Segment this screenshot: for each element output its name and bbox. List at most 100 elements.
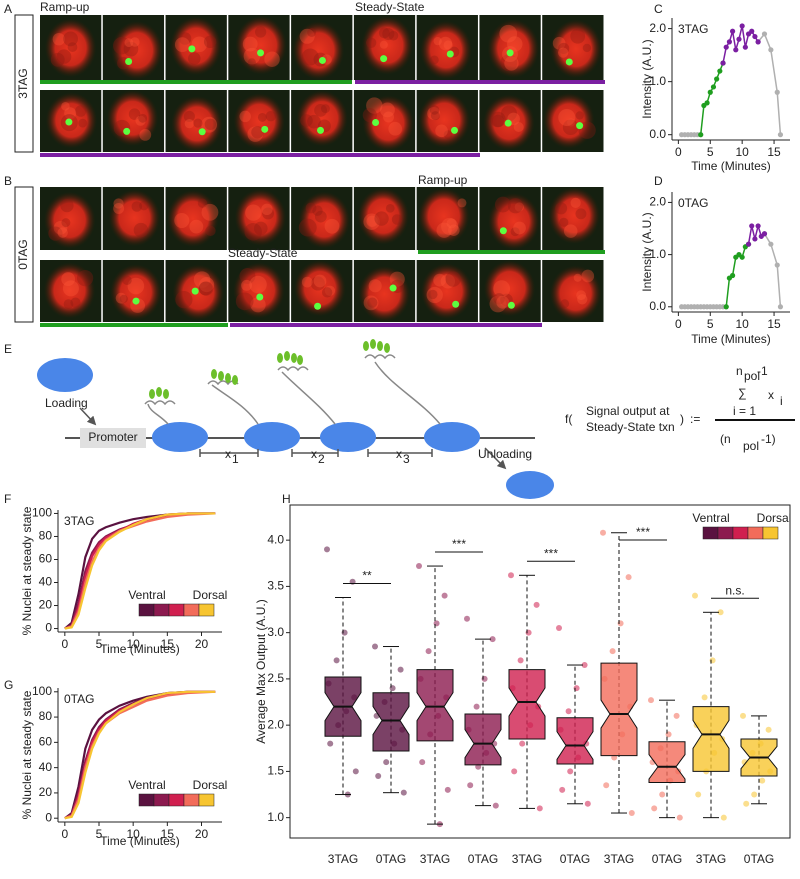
legend-label: Dorsal: [193, 778, 228, 792]
texture: [324, 285, 336, 296]
y-axis-label: % Nuclei at steady state: [20, 690, 34, 819]
jitter-point: [400, 789, 407, 796]
x-tick-label: 20: [195, 637, 209, 651]
point: [774, 89, 780, 95]
phase-label: Ramp-up: [418, 173, 468, 187]
x-tick-label: 3TAG: [512, 852, 542, 866]
texture: [562, 119, 579, 136]
polymerase: [152, 422, 208, 452]
box: [464, 713, 502, 766]
jitter-point: [648, 697, 654, 704]
legend-swatch: [732, 526, 749, 540]
microscopy-frame: [165, 90, 227, 152]
texture: [239, 268, 256, 284]
transcription-spot: [125, 57, 133, 65]
texture: [324, 218, 340, 234]
formula-part: -1: [757, 364, 768, 378]
texture: [385, 203, 395, 213]
transcription-spot: [504, 119, 512, 127]
texture: [368, 279, 382, 293]
microscopy-frame: [353, 90, 416, 152]
texture: [128, 108, 141, 120]
texture: [235, 292, 254, 311]
texture: [366, 37, 377, 48]
microscopy-frame: [479, 187, 541, 250]
texture: [510, 227, 520, 237]
y-axis-label: % Nuclei at steady state: [20, 506, 34, 635]
texture: [299, 28, 315, 44]
texture: [436, 222, 452, 238]
y-tick-label: 0.0: [649, 299, 666, 313]
point: [752, 236, 758, 242]
texture: [559, 217, 569, 227]
point: [768, 241, 774, 247]
spacing-sub: 1: [232, 452, 239, 466]
y-tick-label: 80: [39, 709, 53, 723]
point: [777, 304, 784, 310]
texture: [242, 36, 258, 52]
texture: [429, 105, 440, 115]
transcription-spot: [132, 297, 140, 305]
transcription-spot: [452, 300, 460, 308]
texture: [52, 32, 66, 46]
x-tick-label: 3TAG: [604, 852, 634, 866]
annotation: 0TAG: [64, 692, 94, 706]
texture: [57, 227, 68, 238]
formula-part: (n: [720, 432, 731, 446]
texture: [184, 118, 195, 129]
microscopy-frame: [416, 260, 478, 322]
texture: [501, 105, 517, 122]
jitter-point: [444, 786, 451, 793]
texture: [429, 55, 439, 65]
series-line: [763, 233, 782, 307]
texture: [197, 198, 208, 208]
point: [777, 132, 784, 138]
series-line: [64, 512, 216, 630]
jitter-point: [419, 759, 426, 766]
panel-label: C: [654, 2, 663, 16]
texture: [438, 36, 453, 51]
point: [729, 28, 736, 34]
label: Loading: [45, 396, 88, 410]
texture: [363, 213, 380, 230]
polymerase: [320, 422, 376, 452]
spacing-symbol: x: [311, 447, 317, 461]
spacing-symbol: x: [225, 447, 231, 461]
microscopy-frame: [165, 260, 227, 322]
annotation: 3TAG: [64, 514, 94, 528]
texture: [362, 108, 377, 123]
microscopy-frame: [542, 187, 604, 250]
texture: [135, 115, 146, 126]
transcription-spot: [372, 118, 380, 126]
point: [733, 47, 739, 53]
formula-part: Steady-State txn: [586, 420, 675, 434]
point: [698, 132, 704, 138]
texture: [63, 31, 78, 47]
x-tick-label: 15: [161, 637, 175, 651]
significance-label: ***: [636, 525, 650, 539]
nucleus: [294, 260, 346, 317]
jitter-point: [333, 657, 340, 664]
phase-bar: [355, 80, 605, 84]
box: [372, 692, 410, 752]
jitter-point: [383, 759, 390, 766]
texture: [558, 42, 570, 54]
texture: [428, 289, 438, 300]
x-axis-label: Time (Minutes): [691, 332, 771, 346]
nucleus: [483, 260, 536, 317]
nucleus: [420, 263, 473, 320]
phase-label: Steady-State: [228, 246, 298, 260]
texture: [563, 224, 578, 238]
texture: [191, 36, 208, 53]
y-tick-label: 20: [39, 785, 53, 799]
jitter-point: [416, 563, 422, 570]
jitter-point: [740, 712, 746, 719]
jitter-point: [720, 814, 727, 821]
texture: [448, 224, 460, 236]
nucleus: [548, 187, 600, 244]
jitter-point: [441, 592, 448, 599]
significance-label: ***: [544, 546, 558, 560]
texture: [576, 290, 587, 301]
microscopy-frame: [416, 90, 478, 152]
